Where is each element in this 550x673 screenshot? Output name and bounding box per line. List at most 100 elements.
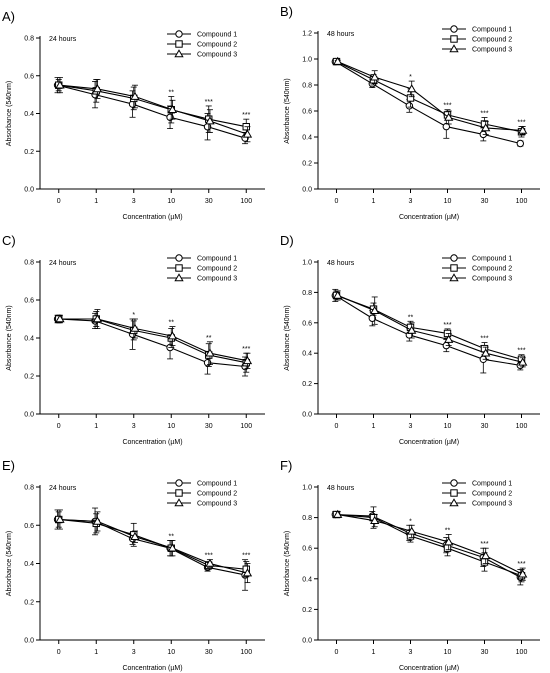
series-1 bbox=[53, 312, 249, 377]
legend-marker bbox=[450, 254, 458, 262]
legend-label: Compound 2 bbox=[197, 266, 237, 273]
x-tick-label: 30 bbox=[205, 649, 213, 656]
y-tick-label: 0.8 bbox=[24, 36, 34, 43]
y-axis-title: Absorbance (540nm) bbox=[6, 531, 13, 596]
y-tick-label: 0.6 bbox=[24, 523, 34, 530]
series-3 bbox=[333, 56, 528, 135]
x-axis-title: Concentration (µM) bbox=[122, 439, 182, 446]
legend-marker bbox=[174, 49, 184, 58]
data-point bbox=[205, 116, 215, 125]
y-tick-label: 0.0 bbox=[302, 638, 312, 645]
significance-mark: *** bbox=[443, 103, 451, 110]
x-tick-label: 1 bbox=[372, 198, 376, 205]
data-point bbox=[167, 104, 178, 114]
data-point bbox=[370, 72, 380, 81]
legend-label: Compound 1 bbox=[197, 32, 237, 39]
panel-label: C) bbox=[2, 233, 16, 248]
data-point bbox=[242, 568, 253, 577]
data-point bbox=[167, 543, 178, 552]
data-point bbox=[481, 348, 491, 357]
x-axis-title: Concentration (µM) bbox=[399, 439, 459, 446]
significance-mark: ** bbox=[169, 534, 175, 541]
significance-mark: ** bbox=[169, 320, 175, 327]
legend-marker bbox=[175, 264, 183, 272]
data-point bbox=[55, 514, 65, 523]
significance-mark: *** bbox=[517, 348, 525, 355]
data-point bbox=[92, 84, 103, 93]
panel-label: B) bbox=[280, 4, 293, 19]
y-tick-label: 0.2 bbox=[302, 161, 312, 168]
legend-label: Compound 1 bbox=[197, 481, 237, 488]
legend-marker bbox=[175, 489, 183, 497]
legend-marker bbox=[449, 273, 459, 282]
chart-panel-a: A) 0.0 0.2 0.4 0.6 0.8 0 1 3 10 30 100 Concentration… bbox=[2, 9, 265, 221]
y-axis-title: Absorbance (540nm) bbox=[6, 305, 13, 370]
y-tick-label: 0.2 bbox=[24, 149, 34, 156]
significance-mark: *** bbox=[242, 553, 250, 560]
x-tick-label: 1 bbox=[94, 198, 98, 205]
series-line bbox=[59, 84, 248, 135]
y-tick-label: 0.2 bbox=[24, 374, 34, 381]
y-tick-label: 0.2 bbox=[24, 599, 34, 606]
y-axis-title: Absorbance (540nm) bbox=[284, 531, 291, 596]
y-tick-label: 0.4 bbox=[302, 351, 312, 358]
data-point bbox=[130, 531, 140, 541]
series-line bbox=[59, 518, 248, 574]
time-annotation: 24 hours bbox=[49, 485, 77, 492]
data-point bbox=[370, 305, 380, 314]
data-point bbox=[444, 537, 454, 546]
panel-label: D) bbox=[280, 233, 294, 248]
legend-label: Compound 2 bbox=[472, 491, 512, 498]
legend-label: Compound 2 bbox=[472, 266, 512, 273]
y-tick-label: 0.4 bbox=[24, 336, 34, 343]
legend-label: Compound 3 bbox=[197, 501, 237, 508]
legend-marker bbox=[175, 479, 183, 487]
data-point bbox=[516, 139, 524, 148]
data-point bbox=[481, 551, 491, 560]
x-tick-label: 10 bbox=[444, 198, 452, 205]
series-line bbox=[337, 61, 523, 132]
data-point bbox=[407, 526, 417, 535]
legend-marker bbox=[450, 264, 458, 272]
y-tick-label: 0.8 bbox=[302, 290, 312, 297]
x-tick-label: 10 bbox=[444, 649, 452, 656]
x-tick-label: 100 bbox=[516, 649, 528, 656]
data-point bbox=[55, 80, 65, 89]
x-tick-label: 1 bbox=[372, 649, 376, 656]
significance-mark: *** bbox=[242, 346, 250, 353]
y-tick-label: 0.6 bbox=[24, 73, 34, 80]
series-line bbox=[336, 61, 522, 133]
x-tick-label: 30 bbox=[481, 649, 489, 656]
x-tick-label: 10 bbox=[167, 649, 175, 656]
data-point bbox=[242, 129, 253, 138]
y-tick-label: 0.0 bbox=[302, 412, 312, 419]
data-point bbox=[370, 515, 380, 524]
x-tick-label: 0 bbox=[335, 198, 339, 205]
series-2 bbox=[332, 290, 526, 365]
data-point bbox=[130, 323, 140, 332]
series-2 bbox=[332, 57, 526, 138]
series-line bbox=[58, 84, 247, 128]
legend-marker bbox=[449, 44, 459, 53]
y-tick-label: 0.4 bbox=[24, 111, 34, 118]
y-axis-title: Absorbance (540nm) bbox=[284, 78, 291, 143]
x-tick-label: 30 bbox=[205, 423, 213, 430]
data-point bbox=[205, 558, 215, 567]
series-line bbox=[337, 294, 523, 363]
chart-panel-b: B) 0.0 0.2 0.4 0.6 0.8 1.0 1.2 0 1 3 10 30 100 Concent… bbox=[280, 4, 540, 221]
y-tick-label: 1.0 bbox=[302, 57, 312, 64]
y-tick-label: 0.8 bbox=[302, 515, 312, 522]
series-line bbox=[335, 513, 521, 578]
legend-marker bbox=[450, 25, 458, 33]
series-line bbox=[335, 294, 521, 366]
y-tick-label: 0.8 bbox=[302, 83, 312, 90]
data-point bbox=[407, 84, 417, 93]
time-annotation: 48 hours bbox=[327, 485, 355, 492]
significance-mark: *** bbox=[517, 120, 525, 127]
legend-marker bbox=[449, 498, 459, 507]
y-tick-label: 0.2 bbox=[302, 607, 312, 614]
series-3 bbox=[55, 77, 253, 143]
legend-marker bbox=[174, 498, 184, 507]
panel-label: E) bbox=[2, 458, 15, 473]
y-tick-label: 1.0 bbox=[302, 260, 312, 267]
